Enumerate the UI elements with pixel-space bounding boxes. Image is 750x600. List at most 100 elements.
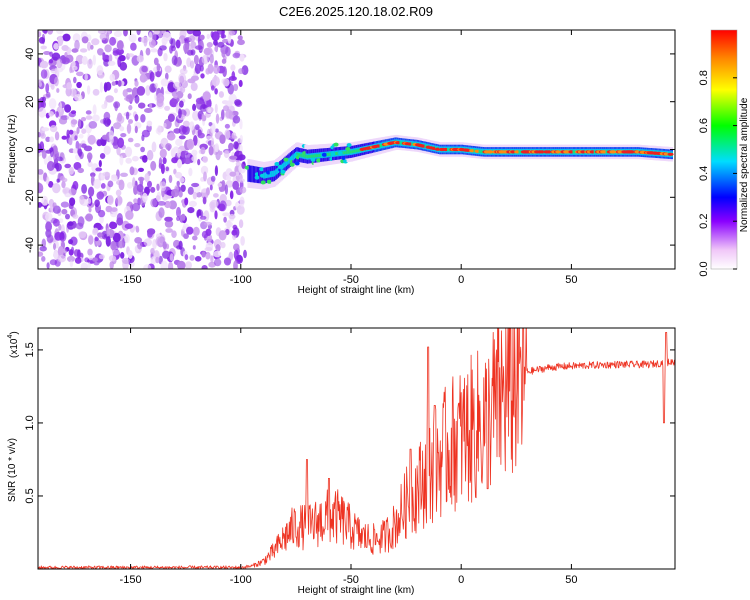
snr-y-label: SNR (10 * v/v) — [7, 438, 18, 502]
noise-blob — [43, 51, 51, 55]
signal-high — [296, 152, 299, 156]
noise-blob — [74, 39, 80, 51]
noise-blob — [39, 60, 49, 69]
noise-blob — [175, 171, 183, 179]
noise-blob — [142, 192, 148, 203]
x-tick-label: 0 — [458, 574, 464, 586]
noise-blob — [65, 213, 70, 220]
signal-speckle — [321, 152, 327, 157]
noise-blob — [115, 195, 123, 206]
noise-blob — [90, 44, 94, 50]
noise-blob — [50, 68, 58, 74]
noise-blob — [101, 134, 109, 140]
noise-blob — [112, 142, 119, 149]
noise-blob — [225, 221, 233, 228]
noise-blob — [207, 63, 214, 74]
noise-blob — [78, 143, 82, 150]
noise-blob — [90, 172, 96, 178]
signal-high — [347, 150, 351, 154]
noise-blob — [213, 258, 222, 267]
noise-blob — [49, 136, 55, 143]
noise-blob — [102, 171, 111, 177]
noise-blob — [228, 214, 236, 220]
noise-blob — [225, 46, 231, 57]
noise-blob — [183, 42, 190, 53]
noise-blob — [243, 249, 247, 259]
signal-high — [353, 149, 356, 153]
noise-blob — [164, 105, 171, 111]
noise-blob — [192, 191, 197, 200]
noise-blob — [112, 232, 121, 243]
noise-blob — [124, 234, 130, 244]
noise-blob — [180, 184, 186, 192]
noise-blob — [63, 188, 67, 195]
noise-blob — [61, 57, 70, 65]
noise-blob — [76, 81, 82, 89]
signal-high — [343, 151, 347, 155]
signal-high — [572, 150, 576, 154]
noise-blob — [61, 135, 68, 140]
noise-blob — [86, 85, 91, 95]
noise-blob — [88, 206, 92, 213]
noise-blob — [107, 60, 116, 66]
noise-blob — [38, 37, 46, 44]
noise-blob — [138, 102, 146, 109]
noise-blob — [232, 180, 240, 190]
signal-core — [248, 165, 252, 182]
noise-blob — [199, 215, 207, 220]
noise-blob — [48, 59, 54, 64]
signal-mid — [283, 162, 286, 169]
noise-blob — [109, 221, 118, 230]
noise-blob — [238, 79, 243, 88]
noise-blob — [136, 55, 144, 63]
noise-blob — [239, 134, 243, 144]
noise-blob — [92, 54, 97, 66]
signal-high — [355, 149, 359, 153]
noise-blob — [61, 181, 66, 189]
colorbar: 0.0 0.2 0.4 0.6 0.8 Normalized spectral ampl… — [698, 29, 750, 277]
noise-blob — [53, 242, 56, 251]
noise-blob — [132, 177, 136, 188]
noise-blob — [208, 145, 214, 156]
noise-blob — [237, 39, 245, 46]
noise-blob — [71, 61, 76, 68]
noise-blob — [171, 157, 179, 164]
noise-blob — [166, 132, 176, 141]
noise-blob — [192, 110, 200, 121]
noise-blob — [153, 30, 160, 35]
y-tick-label: 0 — [24, 146, 36, 152]
noise-blob — [105, 236, 111, 247]
noise-blob — [41, 256, 46, 262]
noise-blob — [92, 114, 100, 122]
noise-blob — [72, 214, 79, 220]
noise-blob — [40, 100, 46, 109]
noise-blob — [191, 149, 198, 156]
noise-blob — [85, 115, 93, 120]
noise-blob — [46, 234, 54, 244]
noise-blob — [155, 195, 161, 201]
noise-blob — [97, 30, 107, 35]
noise-blob — [214, 45, 218, 52]
signal-high — [306, 155, 310, 159]
noise-blob — [68, 239, 74, 245]
noise-blob — [134, 94, 140, 104]
signal-high — [299, 153, 302, 157]
noise-blob — [111, 174, 118, 182]
noise-blob — [64, 193, 72, 198]
noise-blob — [74, 135, 78, 141]
noise-blob — [197, 129, 202, 136]
noise-blob — [155, 236, 164, 247]
noise-blob — [116, 115, 125, 124]
signal-mid — [276, 168, 279, 175]
noise-blob — [39, 245, 47, 252]
y-tick-label: 0.5 — [24, 488, 36, 503]
noise-blob — [218, 150, 223, 156]
signal-high — [480, 150, 483, 154]
noise-blob — [54, 76, 59, 87]
noise-blob — [92, 104, 97, 115]
noise-blob — [118, 240, 124, 249]
noise-blob — [210, 124, 216, 134]
snr-frame — [37, 327, 676, 570]
y-tick-label: -20 — [24, 189, 36, 205]
signal-mid — [287, 158, 290, 165]
